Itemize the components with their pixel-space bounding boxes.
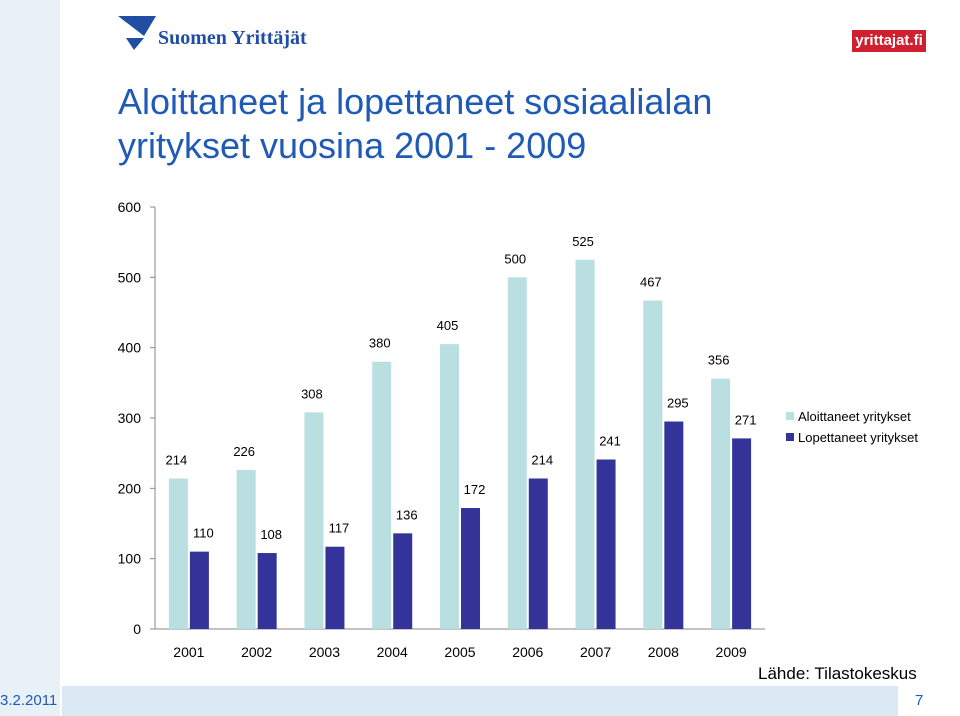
data-label-aloittaneet: 467 xyxy=(640,275,662,290)
bar-aloittaneet xyxy=(168,478,188,629)
y-tick-label: 100 xyxy=(118,551,142,567)
bar-aloittaneet xyxy=(643,300,663,629)
legend-swatch-lopettaneet xyxy=(786,433,794,441)
chart-axes: 0 100 200 300 400 500 600 2001 2002 2003 2004 2005 2… xyxy=(118,199,765,660)
data-label-aloittaneet: 500 xyxy=(504,251,526,266)
legend-label-lopettaneet: Lopettaneet yritykset xyxy=(798,430,918,445)
data-label-aloittaneet: 308 xyxy=(301,386,323,401)
logo-left-text: Suomen Yrittäjät xyxy=(158,27,307,49)
x-tick-label: 2002 xyxy=(241,644,272,660)
yrittajat-fi-logo: yrittajat.fi xyxy=(852,30,926,52)
bar-lopettaneet xyxy=(664,421,684,629)
bar-lopettaneet xyxy=(325,546,345,629)
data-label-lopettaneet: 271 xyxy=(735,412,757,427)
bar-aloittaneet xyxy=(304,412,324,629)
data-label-lopettaneet: 172 xyxy=(464,482,486,497)
data-label-aloittaneet: 356 xyxy=(708,353,730,368)
x-tick-label: 2004 xyxy=(377,644,408,660)
title-line-2: yritykset vuosina 2001 - 2009 xyxy=(118,125,587,166)
bar-aloittaneet xyxy=(575,259,595,629)
x-tick-label: 2001 xyxy=(173,644,204,660)
data-label-lopettaneet: 241 xyxy=(599,433,621,448)
suomen-yrittajat-logo: Suomen Yrittäjät xyxy=(116,14,316,54)
slide-date: 3.2.2011 xyxy=(0,692,58,709)
y-tick-label: 600 xyxy=(118,199,142,215)
chart-data-labels: 214 110 226 108 308 117 380 136 405 172 500 214 525 2… xyxy=(166,234,757,542)
page-title: Aloittaneet ja lopettaneet sosiaalialan … xyxy=(118,80,878,168)
bar-lopettaneet xyxy=(257,553,277,629)
x-tick-label: 2006 xyxy=(512,644,543,660)
y-tick-label: 500 xyxy=(118,269,142,285)
x-tick-label: 2009 xyxy=(716,644,747,660)
data-label-lopettaneet: 117 xyxy=(329,521,350,536)
bar-lopettaneet xyxy=(528,478,548,629)
bar-lopettaneet xyxy=(596,459,616,629)
data-label-aloittaneet: 525 xyxy=(572,234,594,249)
data-label-aloittaneet: 405 xyxy=(437,318,459,333)
x-tick-label: 2008 xyxy=(648,644,679,660)
legend-swatch-aloittaneet xyxy=(786,412,794,420)
source-note: Lähde: Tilastokeskus xyxy=(758,664,917,683)
legend-label-aloittaneet: Aloittaneet yritykset xyxy=(798,409,911,424)
data-label-aloittaneet: 214 xyxy=(166,452,188,467)
suomen-yrittajat-logo-icon: Suomen Yrittäjät xyxy=(118,16,307,50)
chart-bars xyxy=(168,259,752,629)
bar-lopettaneet xyxy=(393,533,413,629)
bar-lopettaneet xyxy=(732,438,752,629)
data-label-lopettaneet: 136 xyxy=(396,507,418,522)
x-tick-label: 2003 xyxy=(309,644,340,660)
page-number: 7 xyxy=(915,692,924,709)
data-label-aloittaneet: 226 xyxy=(233,444,255,459)
bar-lopettaneet xyxy=(189,551,209,629)
bar-lopettaneet xyxy=(461,508,480,629)
title-line-1: Aloittaneet ja lopettaneet sosiaalialan xyxy=(118,81,713,122)
left-decoration-strip xyxy=(0,0,60,716)
y-tick-label: 0 xyxy=(133,621,141,637)
x-tick-label: 2005 xyxy=(444,644,475,660)
y-tick-label: 300 xyxy=(118,410,142,426)
bar-aloittaneet xyxy=(507,277,527,629)
chart-legend: Aloittaneet yritykset Lopettaneet yrityks… xyxy=(786,409,918,445)
data-label-aloittaneet: 380 xyxy=(369,336,391,351)
y-tick-label: 200 xyxy=(118,480,142,496)
bar-aloittaneet xyxy=(372,361,392,629)
footer-bar xyxy=(62,686,898,716)
bar-aloittaneet xyxy=(711,378,731,629)
y-tick-label: 400 xyxy=(118,340,142,356)
data-label-lopettaneet: 295 xyxy=(667,396,689,411)
bar-aloittaneet xyxy=(236,470,256,629)
data-label-lopettaneet: 108 xyxy=(260,527,282,542)
bar-aloittaneet xyxy=(440,344,459,629)
x-tick-label: 2007 xyxy=(580,644,611,660)
data-label-lopettaneet: 110 xyxy=(193,526,214,541)
data-label-lopettaneet: 214 xyxy=(531,452,553,467)
